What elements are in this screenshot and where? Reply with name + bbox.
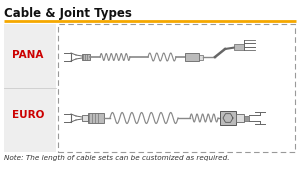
Bar <box>234 44 244 50</box>
Bar <box>4 24 56 152</box>
Bar <box>244 115 249 121</box>
Text: Note: The length of cable sets can be customized as required.: Note: The length of cable sets can be cu… <box>4 155 230 161</box>
Text: PANA: PANA <box>12 50 44 60</box>
Bar <box>88 113 104 123</box>
Bar <box>220 111 236 125</box>
Bar <box>185 53 199 61</box>
Bar <box>82 54 90 60</box>
Text: Cable & Joint Types: Cable & Joint Types <box>4 7 132 20</box>
Bar <box>199 55 203 59</box>
Bar <box>82 115 88 121</box>
Bar <box>236 114 244 122</box>
Bar <box>58 24 295 152</box>
Text: EURO: EURO <box>12 110 44 120</box>
